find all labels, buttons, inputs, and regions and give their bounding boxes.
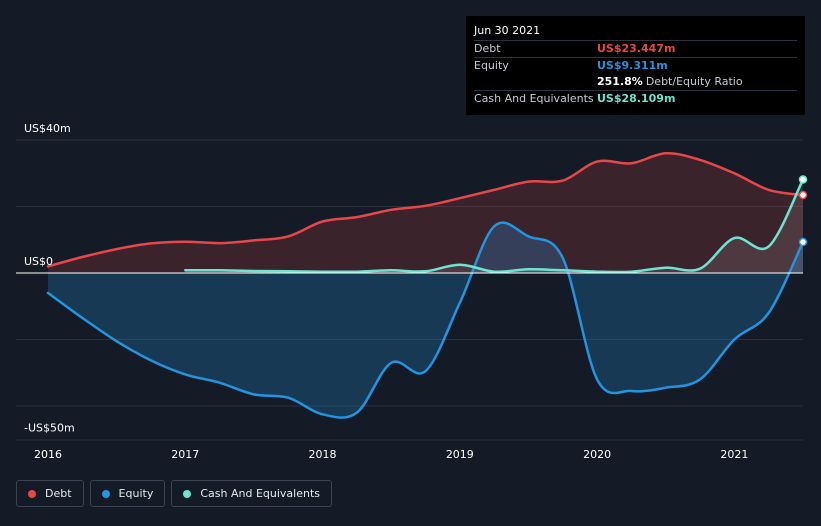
tooltip-cash-value: US$28.109m [597,92,676,105]
x-axis-label: 2016 [34,448,62,461]
legend-equity-label: Equity [118,487,154,500]
y-axis-label: US$40m [24,122,71,135]
equity-dot-icon [101,489,110,498]
cash-and-equivalents-end-point [798,175,808,184]
x-axis-label: 2017 [171,448,199,461]
legend-item-equity[interactable]: Equity [89,480,166,507]
cash-and-equivalents-line [184,178,805,274]
tooltip-date: Jun 30 2021 [474,24,541,37]
tooltip-debt-label: Debt [474,42,501,55]
cash-and-equivalents-area [185,179,804,273]
tooltip-equity-label: Equity [474,59,509,72]
equity-area [48,222,803,418]
legend-item-debt[interactable]: Debt [16,480,84,507]
legend: Debt Equity Cash And Equivalents [16,480,332,507]
tooltip-row-cash: Cash And Equivalents US$28.109m [474,90,797,107]
equity-end-point [798,237,808,247]
tooltip-row-equity: Equity US$9.311m [474,57,797,74]
x-axis-label: 2020 [583,448,611,461]
x-axis-label: 2019 [446,448,474,461]
tooltip-row-debt: Debt US$23.447m [474,40,797,57]
axis-layer: US$40m US$0 -US$50m 2016 2017 2018 2019 2020 202… [16,122,803,461]
legend-debt-label: Debt [45,487,72,500]
y-axis-label: US$0 [24,255,53,268]
debt-end-point [798,190,808,200]
x-axis-label: 2021 [720,448,748,461]
line-layer [46,152,808,419]
legend-cash-label: Cash And Equivalents [200,487,320,500]
debt-area [48,153,803,273]
tooltip: Jun 30 2021 Debt US$23.447m Equity US$9.… [466,16,805,115]
tooltip-ratio-value: 251.8% [597,75,643,88]
tooltip-ratio-sub: Debt/Equity Ratio [645,75,743,88]
tooltip-equity-value: US$9.311m [597,59,668,72]
x-axis-label: 2018 [309,448,337,461]
equity-line [46,221,805,419]
debt-dot-icon [28,489,36,498]
debt-line [46,152,805,268]
tooltip-debt-value: US$23.447m [597,42,676,55]
cash-dot-icon [183,489,192,498]
area-layer [48,153,804,418]
tooltip-cash-label: Cash And Equivalents [474,92,594,105]
y-axis-label: -US$50m [24,421,75,434]
tooltip-row-ratio: 251.8% Debt/Equity Ratio [474,74,797,90]
legend-item-cash[interactable]: Cash And Equivalents [171,480,332,507]
